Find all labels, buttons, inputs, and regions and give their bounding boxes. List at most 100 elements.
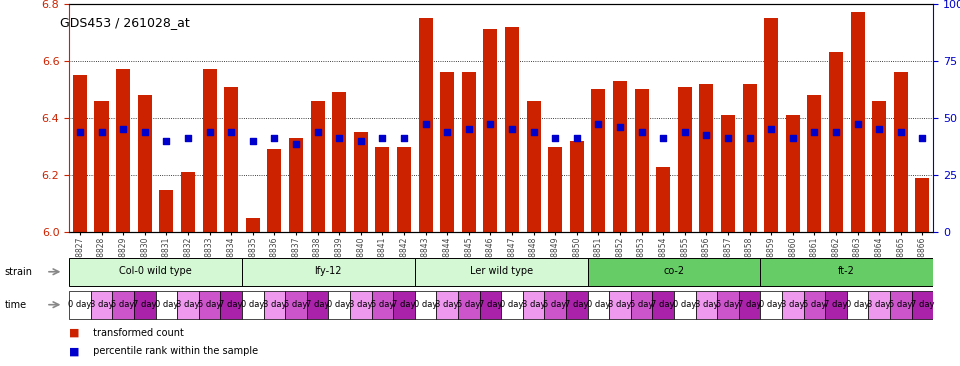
Text: 3 day: 3 day (90, 300, 113, 309)
Bar (419, 18, 433, 232)
Point (806, 130, 822, 135)
Point (440, 130, 455, 135)
Bar (807, 95, 822, 232)
Bar (242, 291, 263, 319)
Text: 7 day: 7 day (738, 300, 761, 309)
Bar (394, 291, 415, 319)
Bar (764, 18, 779, 232)
Bar (522, 291, 544, 319)
Bar (826, 291, 847, 319)
Bar (635, 89, 649, 232)
Point (569, 135, 585, 141)
Point (180, 135, 196, 141)
Text: Col-0 wild type: Col-0 wild type (119, 266, 192, 276)
Bar (501, 291, 522, 319)
Text: 7 day: 7 day (306, 300, 329, 309)
Bar (328, 291, 349, 319)
Text: percentile rank within the sample: percentile rank within the sample (90, 346, 258, 356)
Bar (588, 258, 760, 286)
Point (310, 130, 325, 135)
Bar (375, 147, 390, 232)
Bar (415, 258, 588, 286)
Text: ft-2: ft-2 (838, 266, 855, 276)
Text: 7 day: 7 day (565, 300, 588, 309)
Bar (915, 178, 929, 232)
Bar (505, 27, 519, 232)
Bar (760, 258, 933, 286)
Bar (656, 167, 670, 232)
Bar (159, 190, 174, 232)
Bar (674, 291, 695, 319)
Bar (828, 52, 843, 232)
Bar (653, 291, 674, 319)
Text: strain: strain (5, 267, 33, 277)
Text: time: time (5, 300, 27, 310)
Point (504, 127, 519, 132)
Text: 3 day: 3 day (609, 300, 632, 309)
Point (418, 121, 433, 127)
Bar (566, 291, 588, 319)
Bar (804, 291, 826, 319)
Bar (526, 101, 540, 232)
Bar (285, 291, 307, 319)
Bar (869, 291, 890, 319)
Bar (267, 149, 281, 232)
Text: 7 day: 7 day (911, 300, 934, 309)
Point (137, 130, 153, 135)
Bar (246, 218, 260, 232)
Text: 3 day: 3 day (349, 300, 372, 309)
Bar (94, 101, 108, 232)
Text: 5 day: 5 day (198, 300, 221, 309)
Point (396, 135, 412, 141)
Point (763, 127, 779, 132)
Bar (742, 84, 756, 232)
Text: 5 day: 5 day (543, 300, 566, 309)
Bar (569, 141, 584, 232)
Bar (851, 12, 865, 232)
Point (353, 138, 369, 144)
Bar (483, 29, 497, 232)
Bar (912, 291, 933, 319)
Point (374, 135, 390, 141)
Point (72, 130, 87, 135)
Text: GDS453 / 261028_at: GDS453 / 261028_at (60, 16, 189, 30)
Bar (349, 291, 372, 319)
Point (590, 121, 606, 127)
Bar (203, 70, 217, 232)
Text: 5 day: 5 day (803, 300, 826, 309)
Text: ■: ■ (69, 328, 80, 338)
Point (720, 135, 735, 141)
Text: 0 day: 0 day (327, 300, 350, 309)
Text: 3 day: 3 day (522, 300, 545, 309)
Point (872, 127, 887, 132)
Bar (177, 291, 199, 319)
Text: 3 day: 3 day (695, 300, 718, 309)
Bar (372, 291, 394, 319)
Point (828, 130, 844, 135)
Bar (116, 70, 131, 232)
Point (288, 141, 303, 147)
Text: 5 day: 5 day (716, 300, 739, 309)
Point (94, 130, 109, 135)
Bar (544, 291, 566, 319)
Bar (591, 89, 606, 232)
Point (915, 135, 930, 141)
Bar (721, 115, 735, 232)
Text: 0 day: 0 day (587, 300, 610, 309)
Bar (112, 291, 133, 319)
Text: 3 day: 3 day (263, 300, 286, 309)
Bar (90, 291, 112, 319)
Text: 5 day: 5 day (630, 300, 653, 309)
Bar (224, 87, 238, 232)
Text: co-2: co-2 (663, 266, 684, 276)
Bar (609, 291, 631, 319)
Bar (415, 291, 437, 319)
Bar (289, 138, 303, 232)
Point (267, 135, 282, 141)
Point (699, 132, 714, 138)
Point (526, 130, 541, 135)
Bar (180, 172, 195, 232)
Bar (462, 72, 476, 232)
Bar (548, 147, 563, 232)
Bar (199, 291, 220, 319)
